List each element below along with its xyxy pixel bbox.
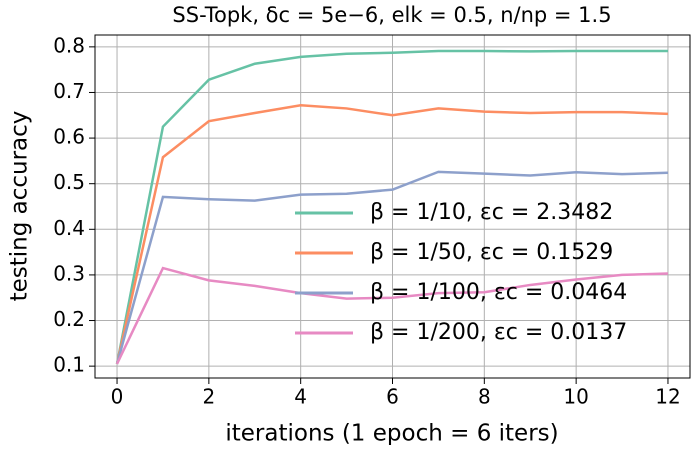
x-tick-label: 12 [655, 385, 680, 409]
series-line [115, 266, 669, 365]
y-tick-label: 0.5 [53, 170, 85, 194]
x-axis-label: iterations (1 epoch = 6 iters) [225, 421, 558, 446]
x-tick-label: 8 [478, 385, 491, 409]
y-tick-label: 0.6 [53, 125, 85, 149]
x-tick-label: 2 [202, 385, 215, 409]
y-tick-label: 0.3 [53, 261, 85, 285]
y-tick-label: 0.2 [53, 307, 85, 331]
x-tick-label: 10 [563, 385, 588, 409]
legend-label: β = 1/200, εc = 0.0137 [370, 320, 627, 345]
series-line [115, 49, 668, 365]
x-tick-label: 4 [294, 385, 307, 409]
x-tick-label: 0 [111, 385, 124, 409]
series-line [115, 103, 669, 365]
y-tick-label: 0.4 [53, 216, 85, 240]
legend-label: β = 1/10, εc = 2.3482 [370, 200, 613, 225]
plot-frame [94, 34, 691, 379]
legend-label: β = 1/50, εc = 0.1529 [370, 240, 613, 265]
y-tick-label: 0.8 [53, 33, 85, 57]
y-axis-label: testing accuracy [7, 111, 33, 302]
series-line [115, 170, 669, 365]
x-tick-label: 6 [386, 385, 399, 409]
y-tick-label: 0.7 [53, 79, 85, 103]
y-tick-label: 0.1 [53, 353, 85, 377]
legend-label: β = 1/100, εc = 0.0464 [370, 280, 627, 305]
chart-title: SS-Topk, δc = 5e−6, elk = 0.5, n/np = 1.… [172, 3, 611, 27]
